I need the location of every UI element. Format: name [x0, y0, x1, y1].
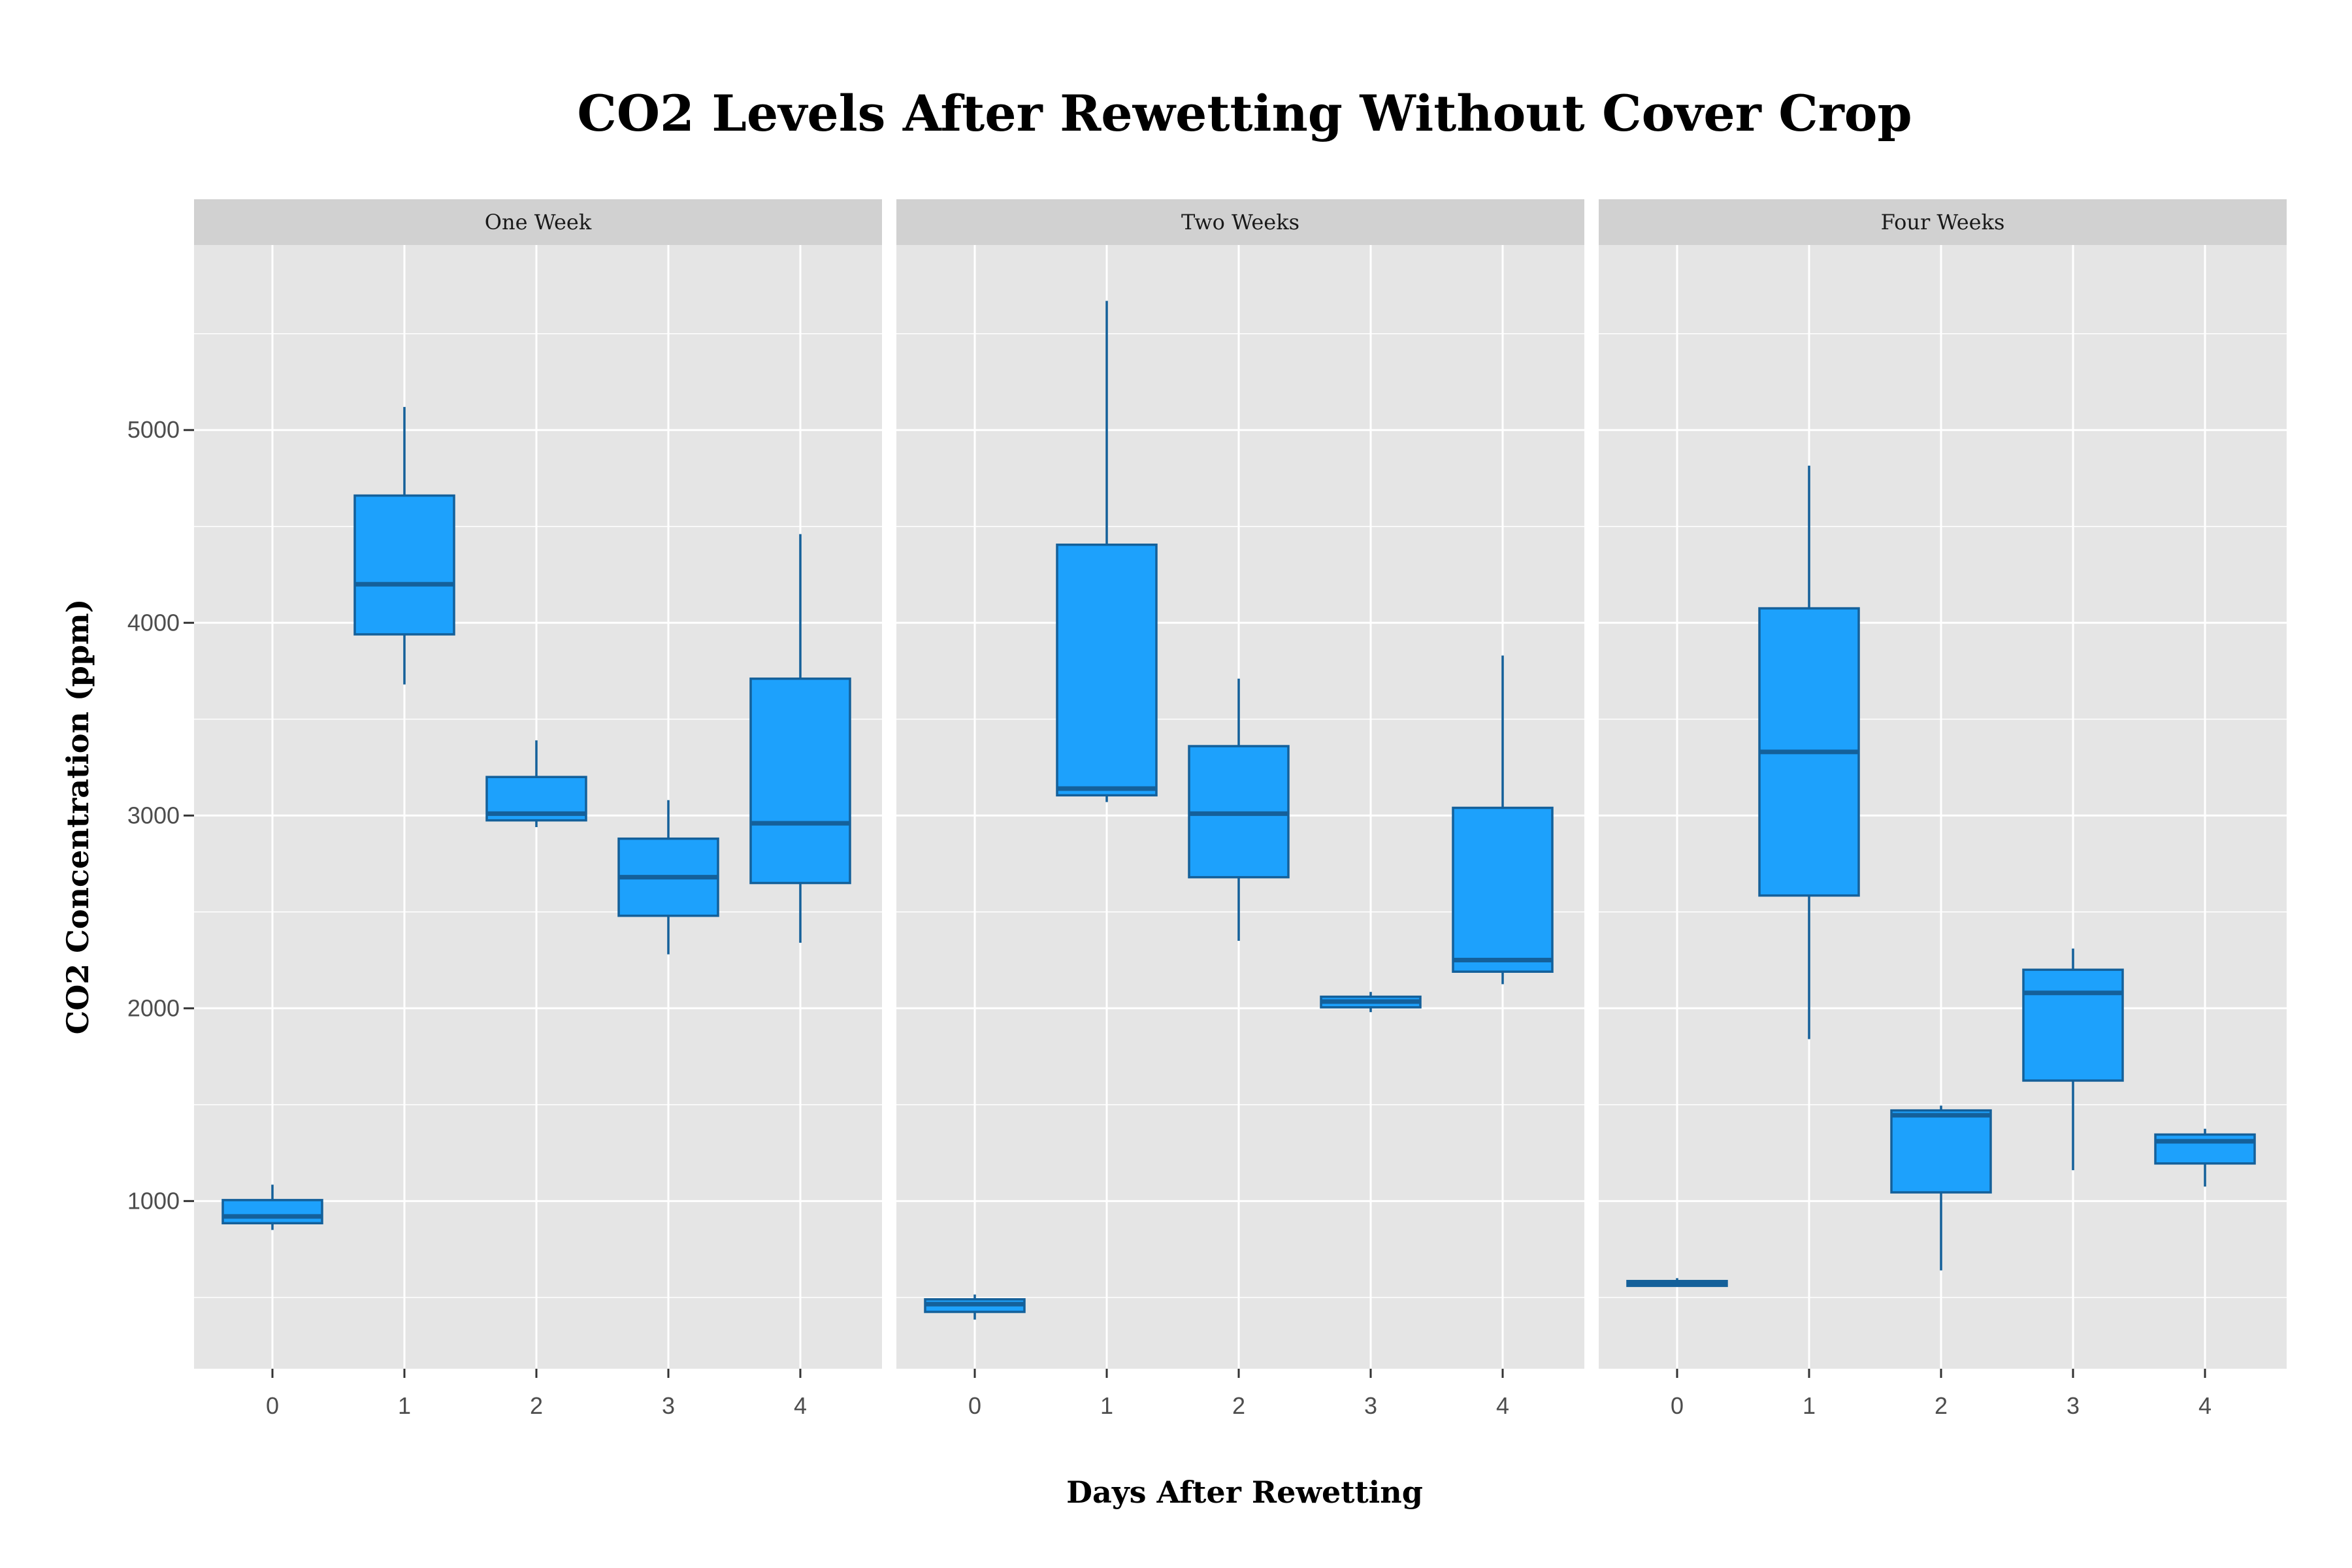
boxplot-box-group	[1056, 301, 1158, 802]
facet-strip	[896, 199, 1584, 245]
x-tick-label: 2	[1232, 1392, 1245, 1419]
boxplot-box-group	[749, 534, 851, 943]
boxplot-box-group	[1626, 1278, 1728, 1287]
facet-strip-label: One Week	[485, 210, 592, 235]
facet-strip-label: Two Weeks	[1181, 210, 1299, 235]
boxplot-box-group	[221, 1184, 323, 1230]
y-axis: 1000 2000 3000 4000 5000	[127, 416, 194, 1214]
facet-strip	[1599, 199, 2287, 245]
boxplot-box-group	[2022, 948, 2124, 1171]
y-tick-label: 5000	[127, 416, 180, 443]
box	[1452, 806, 1554, 973]
x-tick-label: 3	[2066, 1392, 2080, 1419]
x-tick-label: 0	[266, 1392, 279, 1419]
facet-panels: One Week 0 1 2 3 4 Two Weeks 0 1 2 3 4 Four Weeks 0 1 2…	[194, 199, 2287, 1419]
boxplot-box-group	[353, 406, 455, 685]
y-tick-label: 4000	[127, 609, 180, 636]
facet-panel: Two Weeks 0 1 2 3 4	[896, 199, 1584, 1419]
x-tick-label: 1	[398, 1392, 411, 1419]
box	[221, 1199, 323, 1225]
x-tick-label: 1	[1100, 1392, 1113, 1419]
x-tick-label: 2	[530, 1392, 543, 1419]
y-tick-label: 1000	[127, 1187, 180, 1214]
boxplot-box-group	[1188, 678, 1290, 941]
chart-title: CO2 Levels After Rewetting Without Cover…	[577, 84, 1912, 142]
x-tick-label: 2	[1935, 1392, 1948, 1419]
x-tick-label: 4	[2198, 1392, 2212, 1419]
box	[2022, 968, 2124, 1082]
boxplot-box-group	[924, 1294, 1026, 1320]
y-tick-label: 3000	[127, 802, 180, 828]
box	[749, 678, 851, 885]
box	[1056, 544, 1158, 797]
boxplot-box-group	[1320, 992, 1422, 1013]
boxplot-box-group	[617, 800, 719, 955]
x-tick-label: 3	[662, 1392, 675, 1419]
box	[353, 494, 455, 636]
y-axis-title: CO2 Concentration (ppm)	[60, 599, 95, 1035]
boxplot-box-group	[485, 740, 587, 827]
facet-panel: Four Weeks 0 1 2 3 4	[1599, 199, 2287, 1419]
boxplot-box-group	[1890, 1105, 1992, 1271]
boxplot-box-group	[1452, 655, 1554, 985]
facet-strip-label: Four Weeks	[1881, 210, 2005, 235]
boxplot-box-group	[2154, 1128, 2256, 1187]
box	[1890, 1109, 1992, 1194]
x-tick-label: 4	[1496, 1392, 1509, 1419]
x-tick-label: 1	[1803, 1392, 1816, 1419]
y-tick-label: 2000	[127, 994, 180, 1021]
x-axis-title: Days After Rewetting	[1066, 1475, 1423, 1510]
facet-strip	[194, 199, 882, 245]
boxplot-box-group	[1758, 465, 1860, 1039]
facet-panel: One Week 0 1 2 3 4	[194, 199, 882, 1419]
box	[2154, 1133, 2256, 1165]
x-tick-label: 4	[794, 1392, 807, 1419]
x-tick-label: 3	[1364, 1392, 1377, 1419]
x-tick-label: 0	[1671, 1392, 1684, 1419]
x-tick-label: 0	[968, 1392, 981, 1419]
